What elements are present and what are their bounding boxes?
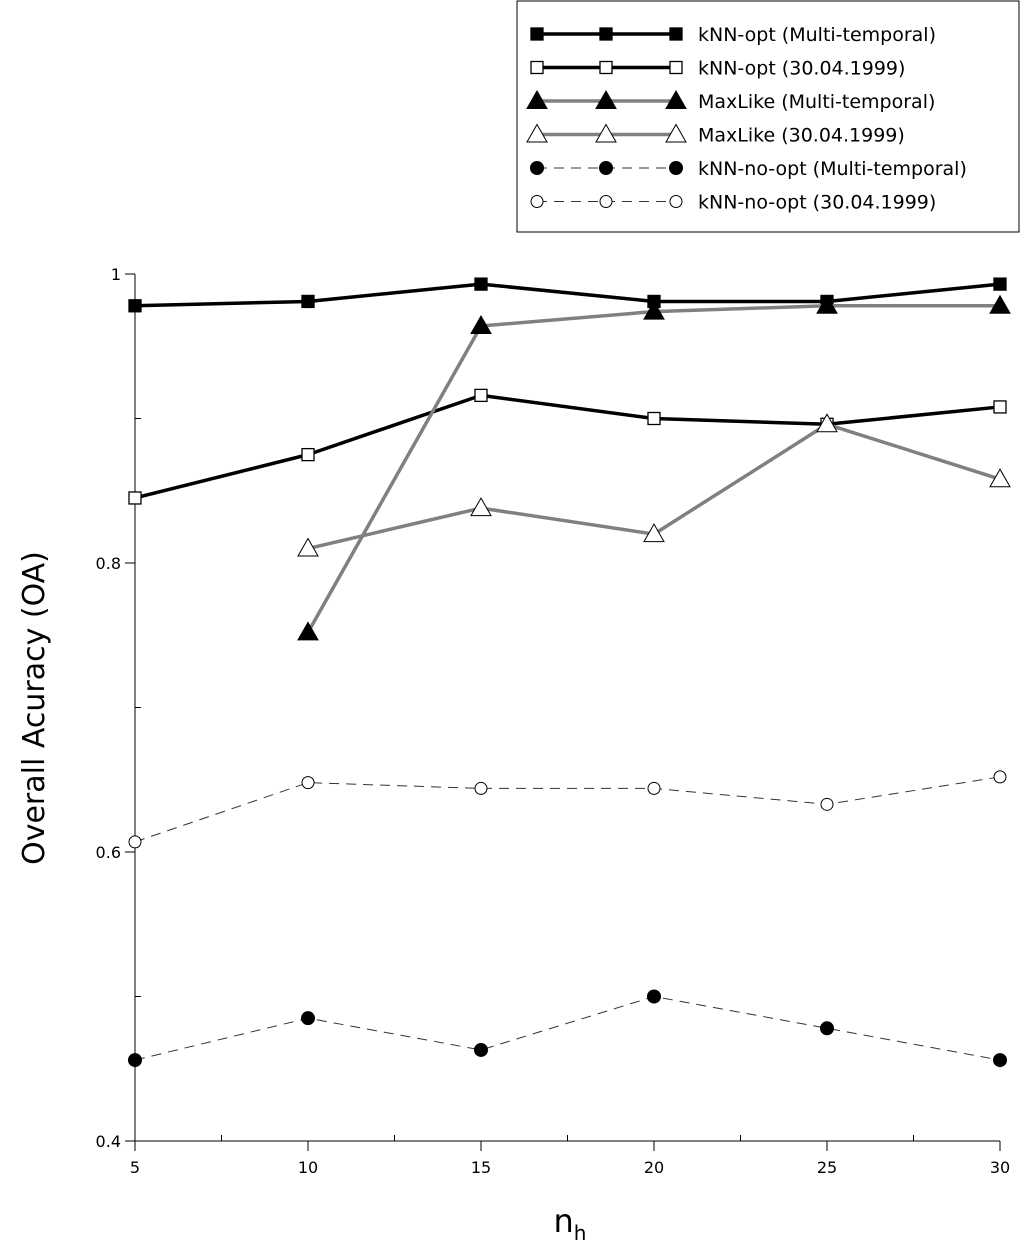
legend-entry: MaxLike (Multi-temporal): [526, 89, 935, 113]
legend-label: kNN-opt (Multi-temporal): [698, 24, 936, 46]
legend-entry: kNN-no-opt (30.04.1999): [530, 192, 936, 214]
series-5: [128, 989, 1007, 1068]
series-line: [134, 282, 1001, 308]
series-line: [134, 393, 1001, 500]
x-axis-title-subscript: h: [574, 1221, 587, 1245]
data-point: [128, 491, 142, 505]
x-ticks: 5 10 15 20 25 30: [130, 1135, 1010, 1177]
series-layer: [128, 277, 1011, 1068]
data-point: [993, 770, 1007, 784]
series-4: [297, 413, 1011, 557]
data-point: [470, 497, 492, 517]
legend-entry: MaxLike (30.04.1999): [526, 123, 905, 147]
data-point: [989, 468, 1011, 488]
series-2: [128, 388, 1007, 505]
legend-label: kNN-no-opt (30.04.1999): [698, 192, 936, 214]
legend-marker: [530, 195, 544, 208]
x-tick-label: 5: [130, 1158, 140, 1177]
data-point: [820, 1021, 834, 1036]
legend-marker: [526, 89, 548, 109]
legend-marker: [599, 27, 613, 41]
data-point: [993, 400, 1007, 414]
series-line: [134, 776, 1001, 843]
data-point: [128, 299, 142, 313]
data-point: [301, 776, 315, 790]
data-point: [470, 315, 492, 335]
data-point: [816, 294, 838, 314]
x-tick-label: 20: [644, 1158, 664, 1177]
legend-marker: [526, 123, 548, 143]
series-line: [134, 996, 1001, 1061]
legend-marker: [599, 60, 613, 75]
legend-label: kNN-opt (30.04.1999): [698, 58, 905, 80]
data-point: [820, 797, 834, 811]
axes: 0.4 0.6 0.8 1 5 10 15 20 25 30: [96, 265, 1011, 1177]
series-3: [297, 294, 1011, 641]
legend-marker: [530, 60, 544, 75]
x-tick-label: 15: [471, 1158, 491, 1177]
x-tick-label: 30: [990, 1158, 1010, 1177]
y-tick-label: 0.4: [96, 1132, 121, 1151]
data-point: [643, 523, 665, 543]
y-tick-label: 0.6: [96, 843, 121, 862]
series-line: [306, 304, 1000, 634]
data-point: [128, 1053, 142, 1068]
data-point: [474, 1042, 488, 1057]
y-tick-label: 0.8: [96, 554, 121, 573]
series-6: [128, 770, 1007, 849]
data-point: [474, 781, 488, 795]
data-point: [816, 413, 838, 433]
data-point: [643, 300, 665, 320]
legend-label: MaxLike (Multi-temporal): [698, 91, 935, 113]
data-point: [474, 277, 488, 291]
legend-label: MaxLike (30.04.1999): [698, 125, 905, 147]
legend-marker: [599, 195, 613, 208]
data-point: [301, 294, 315, 309]
data-point: [989, 294, 1011, 314]
data-point: [993, 1053, 1007, 1068]
data-point: [474, 388, 488, 403]
legend-marker: [530, 161, 544, 175]
legend-label: kNN-no-opt (Multi-temporal): [698, 158, 967, 180]
data-point: [647, 411, 661, 426]
legend-marker: [669, 195, 683, 208]
data-point: [301, 447, 315, 462]
legend-entry: kNN-no-opt (Multi-temporal): [530, 158, 967, 180]
legend-marker: [669, 161, 683, 175]
data-point: [297, 621, 319, 641]
legend-marker: [595, 123, 617, 143]
legend-marker: [669, 60, 683, 75]
data-point: [993, 277, 1007, 291]
legend-entry: kNN-opt (Multi-temporal): [530, 24, 936, 46]
y-tick-label: 1: [111, 265, 121, 284]
data-point: [647, 781, 661, 795]
legend-marker: [665, 89, 687, 109]
data-point: [301, 1011, 315, 1026]
x-tick-label: 25: [817, 1158, 837, 1177]
legend-marker: [665, 123, 687, 143]
y-ticks: 0.4 0.6 0.8 1: [96, 265, 141, 1151]
x-axis-title-main: n: [554, 1202, 574, 1240]
legend: kNN-opt (Multi-temporal) kNN-opt (30.04.1…: [516, 0, 1020, 233]
y-axis-title: Overall Acuracy (OA): [17, 551, 52, 865]
legend-marker: [599, 161, 613, 175]
legend-marker: [669, 27, 683, 41]
legend-marker: [530, 27, 544, 41]
data-point: [647, 989, 661, 1004]
legend-entry: kNN-opt (30.04.1999): [530, 58, 905, 80]
x-axis-title: nh: [554, 1202, 587, 1245]
data-point: [297, 537, 319, 557]
legend-marker: [595, 89, 617, 109]
data-point: [128, 835, 142, 849]
x-tick-label: 10: [298, 1158, 318, 1177]
